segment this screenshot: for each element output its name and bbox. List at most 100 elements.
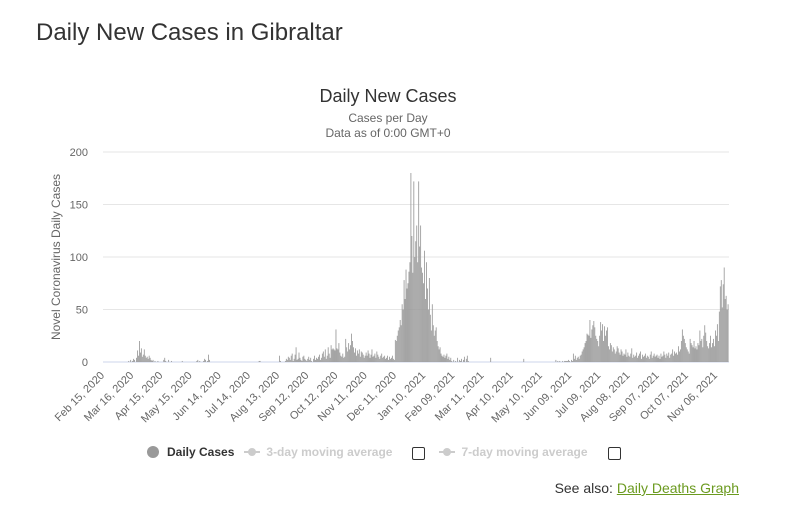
y-tick-label: 50	[76, 305, 88, 317]
bar	[335, 329, 337, 362]
bar	[571, 359, 572, 362]
bar	[421, 267, 423, 362]
bar	[367, 350, 369, 362]
bar	[314, 355, 315, 362]
bar	[631, 348, 633, 362]
bar	[446, 353, 448, 362]
bar	[171, 360, 172, 362]
bar	[142, 354, 144, 362]
bar	[408, 271, 410, 362]
bar	[338, 343, 340, 362]
bar	[340, 355, 342, 362]
bar	[709, 343, 711, 362]
bar	[321, 353, 323, 362]
bar	[615, 351, 617, 362]
3day-average-checkbox[interactable]	[412, 447, 426, 460]
bar	[565, 360, 567, 362]
legend-7day-average[interactable]: 7-day moving average	[439, 445, 588, 459]
bar	[365, 352, 367, 362]
bar	[362, 354, 364, 362]
bar	[576, 357, 578, 362]
bar	[418, 181, 420, 362]
bar	[591, 329, 593, 362]
bar	[654, 356, 656, 362]
bar	[675, 353, 676, 362]
bar	[453, 359, 455, 362]
bar	[689, 338, 691, 362]
bar	[410, 173, 412, 362]
bar	[295, 347, 297, 362]
bar	[466, 355, 468, 362]
bar	[695, 346, 697, 362]
bar	[620, 349, 622, 362]
bar	[573, 358, 575, 362]
bar	[566, 360, 567, 362]
bar	[673, 355, 675, 362]
daily-deaths-graph-link[interactable]: Daily Deaths Graph	[616, 480, 739, 496]
bar	[657, 357, 659, 362]
bar	[447, 358, 449, 362]
bar	[606, 330, 607, 362]
bar	[293, 358, 295, 362]
bar	[661, 356, 663, 362]
line-marker-icon	[439, 446, 456, 458]
bar	[351, 333, 352, 362]
bar	[603, 341, 604, 362]
bar	[356, 350, 358, 362]
bar	[624, 354, 626, 362]
bar	[387, 355, 388, 362]
bar	[370, 354, 372, 362]
bar	[671, 353, 673, 362]
bar	[401, 304, 403, 362]
bar	[350, 345, 351, 362]
bar	[583, 347, 585, 362]
bar	[439, 347, 441, 362]
bar	[374, 353, 376, 362]
legend-daily-cases[interactable]: Daily Cases	[147, 445, 234, 459]
bar	[427, 309, 429, 362]
bar	[357, 353, 359, 362]
bar	[291, 353, 293, 362]
legend-3day-average[interactable]: 3-day moving average	[244, 445, 392, 459]
bar	[710, 335, 712, 362]
bar	[197, 359, 199, 362]
bar	[207, 360, 208, 362]
bar	[404, 299, 406, 362]
bar	[411, 236, 413, 362]
bar	[384, 355, 386, 362]
bar	[451, 360, 453, 362]
bar	[463, 359, 464, 362]
bar	[259, 360, 261, 362]
bar	[391, 357, 392, 362]
bar	[297, 358, 299, 362]
bar	[450, 357, 452, 362]
bar	[677, 354, 678, 362]
bar	[616, 346, 618, 362]
bar	[640, 351, 641, 362]
bar	[679, 349, 681, 362]
7day-average-checkbox[interactable]	[607, 447, 621, 460]
bar	[137, 350, 138, 362]
bar	[564, 360, 566, 362]
bar	[393, 359, 395, 362]
bar	[132, 360, 134, 362]
bar	[150, 359, 152, 362]
bar	[653, 353, 655, 362]
bar	[306, 360, 308, 362]
bar	[373, 355, 375, 362]
bar	[394, 339, 396, 362]
bar	[138, 355, 139, 362]
bar	[698, 345, 700, 362]
bar	[463, 356, 465, 362]
bar	[305, 359, 307, 362]
bar	[400, 325, 402, 362]
bar	[557, 360, 559, 362]
bar	[353, 347, 354, 362]
bar	[660, 353, 662, 362]
bar	[134, 359, 135, 362]
chart-subtitle: Cases per Day	[348, 111, 427, 125]
bar	[716, 324, 718, 362]
bar	[445, 355, 447, 362]
bar	[436, 341, 438, 362]
bar	[358, 349, 360, 362]
